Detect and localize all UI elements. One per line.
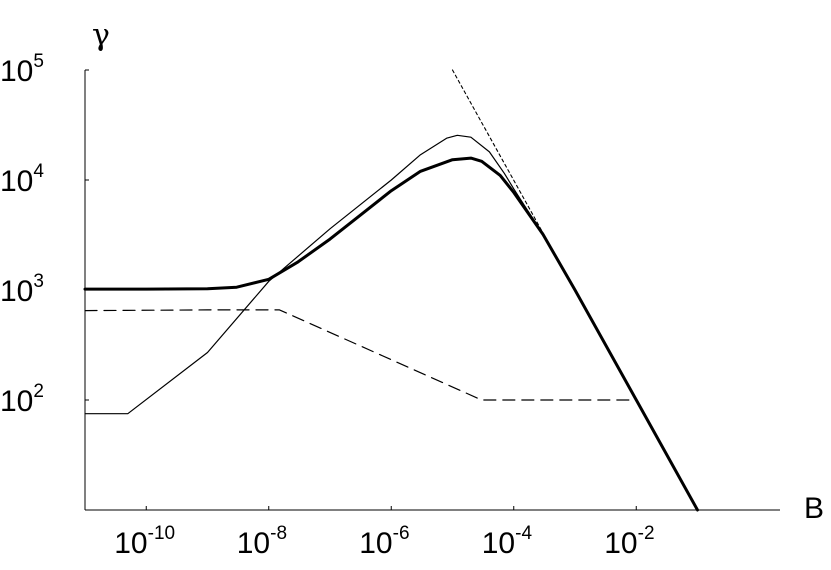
y-axis-label: γ	[92, 18, 110, 53]
x-tick-exponent: -2	[638, 523, 655, 544]
x-tick-label: 10-10	[114, 523, 175, 560]
x-tick-exponent: -8	[270, 523, 287, 544]
x-tick-exponent: -6	[393, 523, 410, 544]
y-tick-label: 104	[0, 161, 44, 198]
y-tick-exponent: 5	[33, 51, 44, 72]
series-line-dotted	[451, 69, 544, 234]
x-tick-label: 10-6	[359, 523, 409, 560]
y-tick-base: 10	[0, 275, 33, 308]
x-tick-label: 10-8	[237, 523, 287, 560]
series-line-thick-solid	[83, 156, 699, 512]
y-tick-base: 10	[0, 55, 33, 88]
x-tick-base: 10	[237, 527, 270, 560]
series-line-dashed	[84, 309, 637, 401]
x-tick-base: 10	[114, 527, 147, 560]
y-tick-base: 10	[0, 165, 33, 198]
x-axis-label: B	[804, 492, 824, 525]
y-tick-label: 102	[0, 381, 44, 418]
series-line-thin-solid	[84, 134, 699, 511]
x-tick-exponent: -10	[148, 523, 175, 544]
x-tick-label: 10-2	[604, 523, 654, 560]
x-tick-base: 10	[482, 527, 515, 560]
x-tick-exponent: -4	[515, 523, 532, 544]
x-tick-label: 10-4	[482, 523, 533, 560]
y-tick-base: 10	[0, 385, 33, 418]
y-tick-exponent: 3	[33, 271, 44, 292]
x-tick-base: 10	[359, 527, 392, 560]
x-tick-base: 10	[604, 527, 637, 560]
y-tick-exponent: 2	[33, 381, 44, 402]
series-layer	[83, 69, 699, 512]
y-tick-label: 105	[0, 51, 44, 88]
y-tick-exponent: 4	[33, 161, 44, 182]
y-tick-label: 103	[0, 271, 44, 308]
